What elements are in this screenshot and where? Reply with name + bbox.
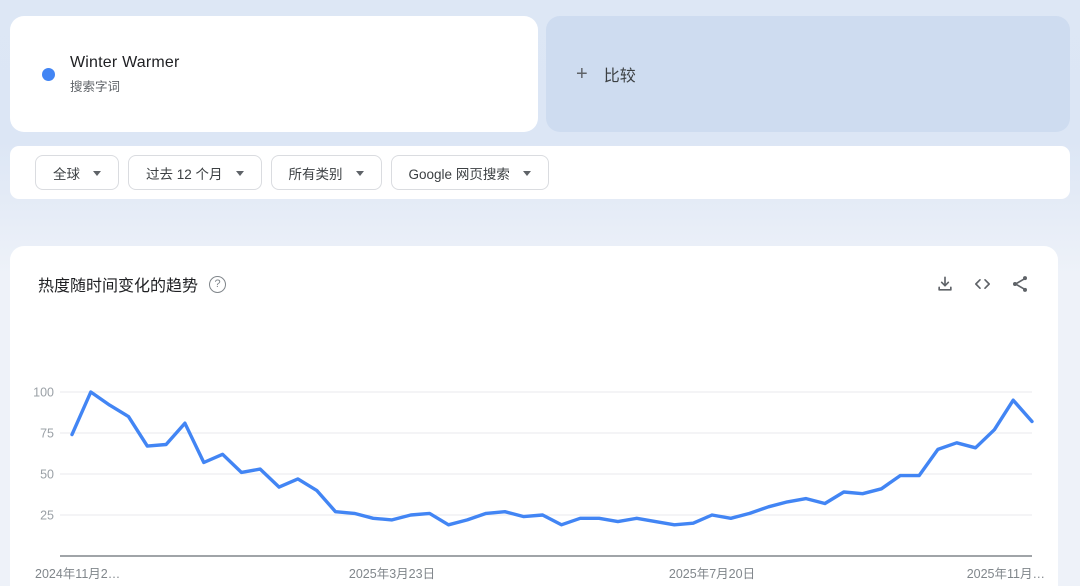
chart-actions <box>935 274 1030 294</box>
plus-icon: + <box>576 62 588 85</box>
chevron-down-icon <box>522 170 531 176</box>
help-icon[interactable]: ? <box>209 275 227 293</box>
chevron-down-icon <box>93 170 101 176</box>
download-icon[interactable] <box>935 274 955 294</box>
y-axis-tick-label: 50 <box>40 468 54 482</box>
interest-over-time-card: 热度随时间变化的趋势 ? 25 50 75 100 2024年11月2… 2025年3月2… <box>10 246 1058 586</box>
filter-search-type-label: Google 网页搜索 <box>408 166 510 182</box>
chart-title: 热度随时间变化的趋势 <box>38 278 199 295</box>
trend-line-chart[interactable]: 25 50 75 100 2024年11月2… 2025年3月23日 2025年7月20日 2… <box>10 352 1058 586</box>
x-axis-tick-label: 2025年7月20日 <box>669 567 755 581</box>
trend-line <box>70 390 1034 527</box>
x-axis-tick-label: 2025年3月23日 <box>349 567 435 581</box>
compare-label: 比较 <box>603 68 636 85</box>
filter-region-label: 全球 <box>53 166 80 182</box>
search-term-texts: Winter Warmer 搜索字词 <box>70 54 180 95</box>
filter-time-range-label: 过去 12 个月 <box>146 166 223 182</box>
y-axis-tick-label: 100 <box>33 386 54 400</box>
x-axis-tick-label: 2024年11月2… <box>35 567 120 581</box>
filter-bar: 全球 过去 12 个月 所有类别 Google 网页搜索 <box>10 146 1070 199</box>
search-term-type-label: 搜索字词 <box>70 79 121 94</box>
search-term-card[interactable]: Winter Warmer 搜索字词 <box>10 16 538 132</box>
chevron-down-icon <box>235 170 244 176</box>
series-color-dot-icon <box>42 67 55 81</box>
chart-header: 热度随时间变化的趋势 ? <box>38 272 1030 296</box>
share-icon[interactable] <box>1010 274 1030 294</box>
add-comparison-button[interactable]: + 比较 <box>546 16 1070 132</box>
filter-search-type-dropdown[interactable]: Google 网页搜索 <box>390 155 549 190</box>
y-axis-tick-label: 75 <box>40 427 54 441</box>
filter-time-range-dropdown[interactable]: 过去 12 个月 <box>128 155 262 190</box>
x-axis-tick-label: 2025年11月… <box>967 567 1045 581</box>
filter-category-dropdown[interactable]: 所有类别 <box>270 155 382 190</box>
y-axis-tick-label: 25 <box>40 509 54 523</box>
search-term-label: Winter Warmer <box>70 53 180 71</box>
filter-region-dropdown[interactable]: 全球 <box>35 155 119 190</box>
filter-category-label: 所有类别 <box>288 166 343 182</box>
chevron-down-icon <box>355 170 364 176</box>
embed-icon[interactable] <box>972 274 993 294</box>
